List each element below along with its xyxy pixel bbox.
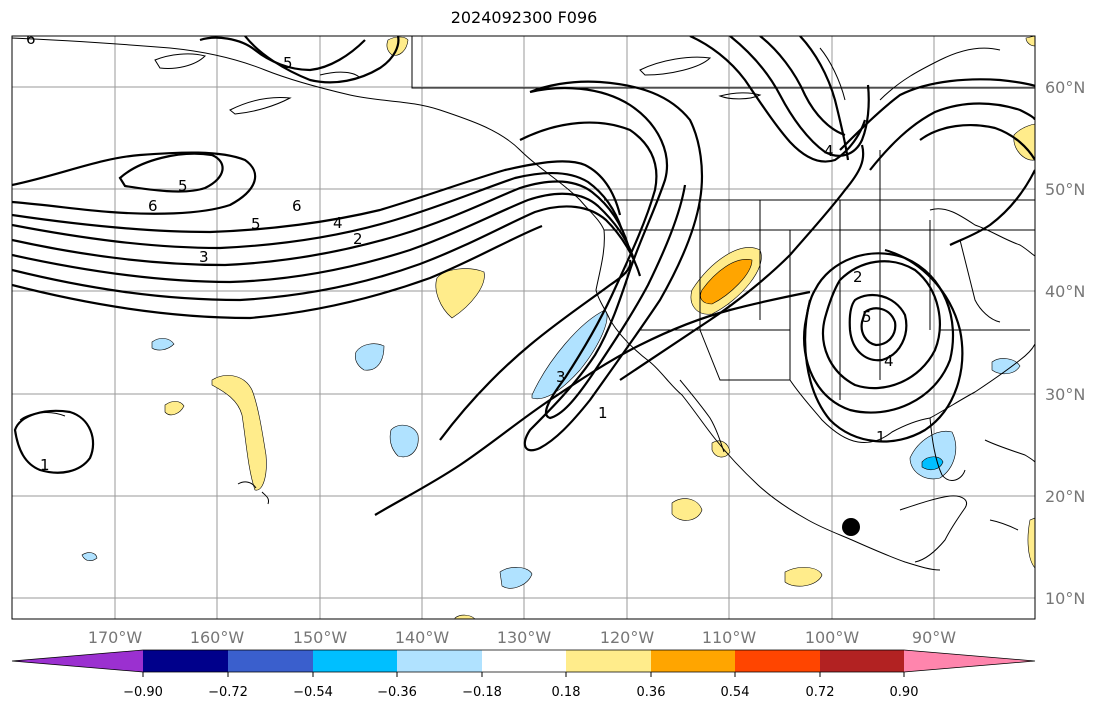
positive-anomaly-region bbox=[1027, 517, 1035, 569]
negative-anomaly-region bbox=[354, 343, 385, 371]
negative-anomaly-region bbox=[991, 358, 1021, 375]
negative-anomaly-region bbox=[389, 424, 419, 458]
contour-label: 5 bbox=[862, 308, 872, 326]
lat-label: 10°N bbox=[1045, 589, 1085, 608]
contour-lines bbox=[12, 36, 1035, 516]
contour-label: 5 bbox=[251, 215, 261, 233]
longitude-labels: 170°W 160°W 150°W 140°W 130°W 120°W 110°… bbox=[88, 628, 956, 647]
colorbar-ticks bbox=[142, 672, 905, 677]
positive-anomaly-region bbox=[1025, 36, 1035, 47]
colorbar-tick-label: −0.90 bbox=[123, 685, 163, 700]
colorbar-tick-label: −0.54 bbox=[293, 685, 333, 700]
colorbar-tick-label: −0.18 bbox=[462, 685, 502, 700]
negative-anomaly-region bbox=[909, 430, 956, 480]
graticule bbox=[12, 36, 1035, 619]
colorbar-segment bbox=[313, 650, 397, 672]
strong-positive-anomaly-region bbox=[700, 259, 753, 305]
lat-label: 40°N bbox=[1045, 282, 1085, 301]
contour-label: 5 bbox=[178, 177, 188, 195]
contour-label: 3 bbox=[199, 248, 209, 266]
map-frame bbox=[11, 35, 1036, 620]
coastlines bbox=[12, 36, 1035, 571]
colorbar bbox=[11, 649, 1036, 673]
colorbar-segment bbox=[143, 650, 228, 672]
colorbar-tick-labels: −0.90 −0.72 −0.54 −0.36 −0.18 0.18 0.36 … bbox=[123, 685, 918, 700]
contour-label: 1 bbox=[598, 404, 608, 422]
lat-label: 20°N bbox=[1045, 487, 1085, 506]
contour-label: 4 bbox=[884, 352, 894, 370]
contour-label: 6 bbox=[292, 197, 302, 215]
negative-anomaly-region bbox=[151, 338, 175, 351]
negative-anomaly-region bbox=[81, 552, 98, 561]
colorbar-tick-label: 0.90 bbox=[890, 685, 919, 700]
contour-label: 2 bbox=[353, 230, 363, 248]
lat-label: 50°N bbox=[1045, 180, 1085, 199]
colorbar-segment bbox=[651, 650, 735, 672]
positive-anomaly-region bbox=[784, 567, 823, 587]
colorbar-segment bbox=[820, 650, 904, 672]
positive-anomaly-region bbox=[671, 498, 703, 521]
positive-anomaly-region bbox=[454, 614, 476, 619]
latitude-labels: 60°N 50°N 40°N 30°N 20°N 10°N bbox=[1045, 78, 1085, 608]
colorbar-tick-label: 0.54 bbox=[721, 685, 750, 700]
contour-label: 6 bbox=[148, 197, 158, 215]
colorbar-segment bbox=[735, 650, 820, 672]
colorbar-extend-low bbox=[12, 650, 143, 672]
colorbar-segment bbox=[566, 650, 651, 672]
lon-label: 100°W bbox=[805, 628, 860, 647]
colorbar-tick-label: 0.36 bbox=[637, 685, 666, 700]
lon-label: 120°W bbox=[600, 628, 655, 647]
contour-label: 6 bbox=[26, 30, 36, 48]
positive-anomaly-region bbox=[435, 268, 485, 319]
lon-label: 150°W bbox=[293, 628, 348, 647]
map-title: 2024092300 F096 bbox=[450, 8, 598, 27]
colorbar-segment bbox=[228, 650, 313, 672]
colorbar-tick-label: 0.18 bbox=[552, 685, 581, 700]
contour-label: 4 bbox=[824, 142, 834, 160]
lat-label: 30°N bbox=[1045, 385, 1085, 404]
contour-label: 5 bbox=[283, 54, 293, 72]
lat-label: 60°N bbox=[1045, 78, 1085, 97]
lon-label: 160°W bbox=[190, 628, 245, 647]
lon-label: 130°W bbox=[497, 628, 552, 647]
anomaly-fills bbox=[81, 36, 1035, 619]
lon-label: 170°W bbox=[88, 628, 143, 647]
positive-anomaly-region bbox=[164, 401, 185, 416]
colorbar-extend-high bbox=[904, 650, 1035, 672]
lon-label: 110°W bbox=[702, 628, 757, 647]
positive-anomaly-region bbox=[211, 375, 267, 491]
contour-label: 2 bbox=[853, 268, 863, 286]
contour-label-group: 6 5 5 6 6 5 4 2 3 3 1 2 5 4 1 1 4 bbox=[26, 30, 894, 474]
colorbar-tick-label: −0.72 bbox=[208, 685, 248, 700]
negative-anomaly-region bbox=[499, 567, 533, 589]
storm-center-dot bbox=[842, 518, 860, 536]
colorbar-segment bbox=[482, 650, 566, 672]
strong-negative-anomaly-region bbox=[921, 456, 944, 471]
lon-label: 140°W bbox=[395, 628, 450, 647]
contour-label: 4 bbox=[333, 214, 343, 232]
contour-label: 1 bbox=[40, 456, 50, 474]
contour-label: 3 bbox=[556, 368, 566, 386]
positive-anomaly-region bbox=[711, 440, 731, 458]
colorbar-tick-label: 0.72 bbox=[806, 685, 835, 700]
colorbar-tick-label: −0.36 bbox=[377, 685, 417, 700]
contour-label: 1 bbox=[876, 428, 886, 446]
colorbar-segment bbox=[397, 650, 482, 672]
lon-label: 90°W bbox=[912, 628, 956, 647]
